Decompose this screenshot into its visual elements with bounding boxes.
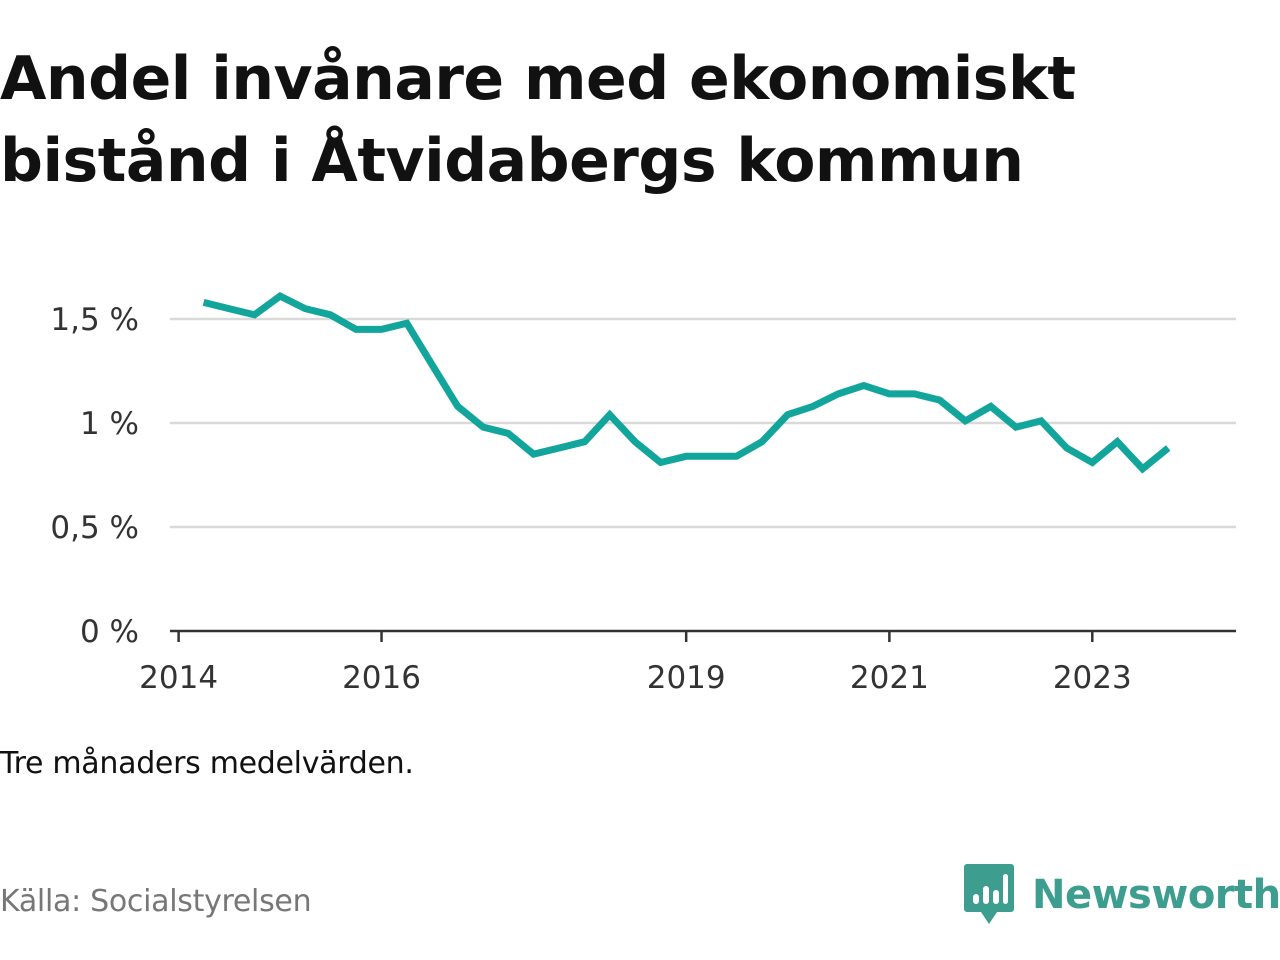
y-axis-labels: 0 % 0,5 % 1 % 1,5 % xyxy=(50,302,139,650)
chart-title: Andel invånare med ekonomiskt bistånd i … xyxy=(0,44,1076,196)
chart-note: Tre månaders medelvärden. xyxy=(0,746,414,781)
brand-logo: Newsworthy xyxy=(964,862,1280,928)
x-axis xyxy=(170,629,1236,642)
x-axis-labels: 2014 2016 2019 2021 2023 xyxy=(139,660,1132,696)
y-tick-label: 1 % xyxy=(80,406,139,442)
x-tick-label: 2016 xyxy=(342,660,421,696)
x-tick-label: 2021 xyxy=(850,660,929,696)
series-line xyxy=(202,292,1171,474)
bar-chart-speech-bubble-icon xyxy=(964,864,1014,924)
source-text: Källa: Socialstyrelsen xyxy=(0,884,312,919)
x-tick-label: 2014 xyxy=(139,660,218,696)
series-layer xyxy=(202,292,1171,474)
grid-lines xyxy=(170,317,1236,529)
y-tick-label: 0 % xyxy=(80,614,139,650)
line-chart: 0 % 0,5 % 1 % 1,5 % 2014 2016 2019 2021 2023 xyxy=(50,292,1236,696)
y-tick-label: 1,5 % xyxy=(50,302,139,338)
x-tick-label: 2023 xyxy=(1053,660,1132,696)
y-tick-label: 0,5 % xyxy=(50,510,139,546)
x-tick-label: 2019 xyxy=(647,660,726,696)
brand-name: Newsworthy xyxy=(1032,872,1280,918)
